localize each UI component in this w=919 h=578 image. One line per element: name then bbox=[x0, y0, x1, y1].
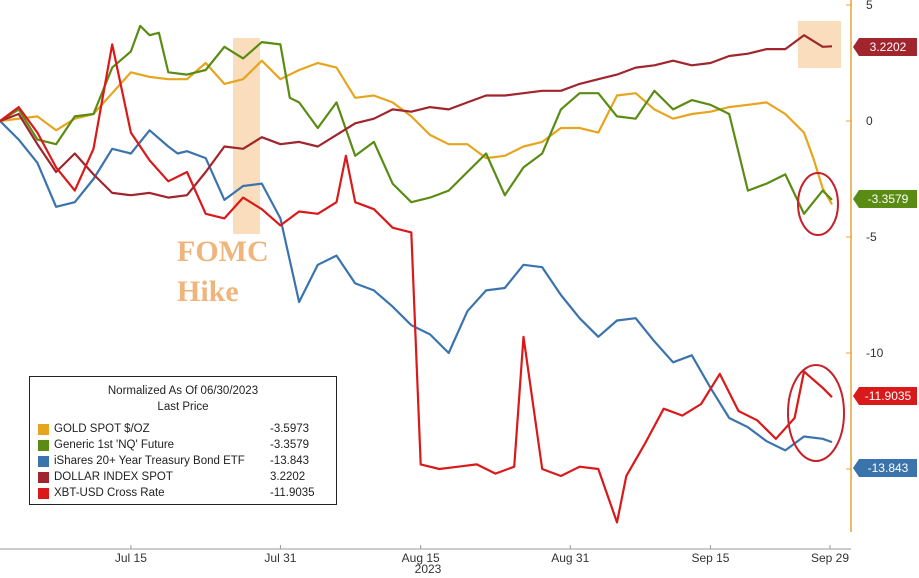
annotation-circle-top bbox=[797, 172, 839, 236]
fomc-label: FOMC bbox=[177, 235, 269, 268]
legend-row-tlt: iShares 20+ Year Treasury Bond ETF -13.8… bbox=[30, 453, 336, 469]
legend-value-tlt: -13.843 bbox=[270, 455, 310, 467]
legend-name-xbt: XBT-USD Cross Rate bbox=[54, 487, 165, 499]
fomc-hike-annotation: FOMC Hike bbox=[177, 232, 269, 312]
value-labels: -3.3579 -13.843 3.2202 -11.9035 bbox=[853, 38, 917, 477]
series-line-tlt bbox=[0, 120, 833, 452]
series-layer bbox=[0, 24, 833, 524]
legend-name-tlt: iShares 20+ Year Treasury Bond ETF bbox=[54, 455, 245, 467]
annotation-circle-bottom bbox=[787, 364, 845, 462]
value-label-pointer-nq bbox=[853, 190, 859, 208]
x-tick-label: Sep 29 bbox=[811, 551, 849, 565]
x-tick-label: Aug 15 bbox=[402, 551, 440, 565]
legend-row-gold: GOLD SPOT $/OZ -3.5973 bbox=[30, 421, 336, 437]
fomc-highlight-band bbox=[233, 38, 260, 234]
legend-rows: GOLD SPOT $/OZ -3.5973 Generic 1st 'NQ' … bbox=[30, 421, 336, 501]
x-year-label: 2023 bbox=[415, 562, 442, 576]
legend-name-dxy: DOLLAR INDEX SPOT bbox=[54, 471, 173, 483]
legend-value-xbt: -11.9035 bbox=[270, 487, 315, 499]
y-tick-label: 0 bbox=[866, 114, 873, 128]
series-line-nq bbox=[0, 24, 833, 215]
x-tick-label: Jul 15 bbox=[115, 551, 147, 565]
x-tick-label: Aug 31 bbox=[551, 551, 589, 565]
series-line-xbt bbox=[0, 43, 833, 524]
value-label-box-xbt bbox=[859, 387, 917, 405]
x-tick-label: Jul 31 bbox=[264, 551, 296, 565]
series-line-dxy bbox=[0, 34, 833, 199]
hike-label: Hike bbox=[177, 275, 239, 308]
value-label-box-tlt bbox=[859, 459, 917, 477]
value-label-pointer-tlt bbox=[853, 459, 859, 477]
legend-row-xbt: XBT-USD Cross Rate -11.9035 bbox=[30, 485, 336, 501]
legend-swatch-nq bbox=[38, 439, 49, 451]
legend-row-dxy: DOLLAR INDEX SPOT 3.2202 bbox=[30, 469, 336, 485]
x-tick-label: Sep 15 bbox=[691, 551, 729, 565]
y-tick-label: -10 bbox=[866, 346, 884, 360]
y-tick-label: -5 bbox=[866, 230, 877, 244]
value-label-xbt: -11.9035 bbox=[865, 389, 912, 403]
value-label-pointer-dxy bbox=[853, 38, 859, 56]
value-label-dxy: 3.2202 bbox=[870, 40, 907, 54]
legend-swatch-xbt bbox=[38, 487, 49, 499]
legend-swatch-dxy bbox=[38, 471, 49, 483]
legend: Normalized As Of 06/30/2023 Last Price G… bbox=[29, 376, 337, 505]
legend-row-nq: Generic 1st 'NQ' Future -3.3579 bbox=[30, 437, 336, 453]
legend-value-nq: -3.3579 bbox=[270, 439, 310, 451]
legend-value-gold: -3.5973 bbox=[270, 423, 310, 435]
legend-subtitle: Last Price bbox=[157, 401, 209, 413]
legend-swatch-gold bbox=[38, 423, 49, 435]
legend-name-nq: Generic 1st 'NQ' Future bbox=[54, 439, 175, 451]
legend-value-dxy: 3.2202 bbox=[270, 471, 306, 483]
legend-title: Normalized As Of 06/30/2023 bbox=[107, 385, 259, 397]
legend-name-gold: GOLD SPOT $/OZ bbox=[54, 423, 150, 435]
series-line-gold bbox=[0, 59, 833, 206]
value-label-box-nq bbox=[859, 190, 917, 208]
value-label-box-dxy bbox=[859, 38, 917, 56]
value-label-tlt: -13.843 bbox=[868, 461, 909, 475]
y-tick-label: 5 bbox=[866, 0, 873, 12]
legend-swatch-tlt bbox=[38, 455, 49, 467]
x-ticks: Jul 15 Jul 31 Aug 15 Aug 31 Sep 15 Sep 29 bbox=[115, 545, 849, 565]
value-label-nq: -3.3579 bbox=[868, 192, 909, 206]
value-label-pointer-xbt bbox=[853, 387, 859, 405]
